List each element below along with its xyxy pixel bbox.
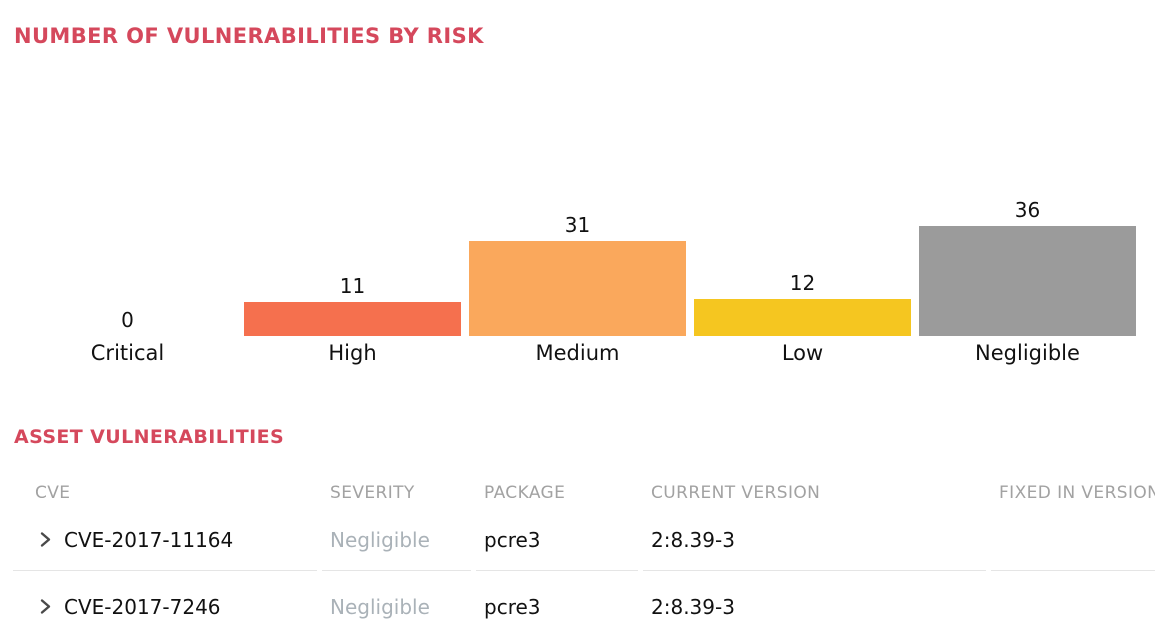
- table-section-heading: ASSET VULNERABILITIES: [14, 426, 285, 448]
- fixed-in-version-cell: [991, 509, 1155, 571]
- category-label-negligible: Negligible: [975, 341, 1080, 365]
- column-header-current-version: CURRENT VERSION: [651, 483, 821, 503]
- bar-negligible: [919, 226, 1136, 336]
- bar-column-critical: 0: [15, 196, 240, 336]
- bar-chart-category-labels: Critical High Medium Low Negligible: [15, 341, 1140, 365]
- asset-vulnerabilities-table: CVE SEVERITY PACKAGE CURRENT VERSION FIXED I…: [13, 477, 1155, 633]
- fixed-in-version-cell: [991, 576, 1155, 633]
- table-header-row: CVE SEVERITY PACKAGE CURRENT VERSION FIXED I…: [13, 477, 1155, 509]
- bar-column-low: 12: [690, 196, 915, 336]
- table-row[interactable]: CVE-2017-7246 Negligible pcre3 2:8.39-3: [13, 576, 1155, 633]
- category-label-high: High: [328, 341, 377, 365]
- cve-id-text: CVE-2017-7246: [64, 594, 221, 619]
- category-label-low: Low: [781, 341, 824, 365]
- severity-cell: Negligible: [322, 576, 471, 633]
- bar-value-label-critical: 0: [121, 308, 134, 332]
- cve-id-text: CVE-2017-11164: [64, 527, 234, 552]
- expand-row-chevron-icon[interactable]: [38, 598, 52, 615]
- column-header-fixed-in-version: FIXED IN VERSION: [999, 483, 1155, 503]
- current-version-cell: 2:8.39-3: [643, 576, 986, 633]
- category-label-critical: Critical: [90, 341, 165, 365]
- vulnerabilities-bar-chart: 0 11 31 12 36: [15, 196, 1140, 336]
- column-header-package: PACKAGE: [484, 483, 566, 503]
- expand-row-chevron-icon[interactable]: [38, 531, 52, 548]
- package-cell: pcre3: [476, 576, 638, 633]
- column-header-cve: CVE: [35, 483, 71, 503]
- column-header-severity: SEVERITY: [330, 483, 415, 503]
- bar-column-medium: 31: [465, 196, 690, 336]
- bar-medium: [469, 241, 686, 336]
- bar-column-negligible: 36: [915, 196, 1140, 336]
- cve-cell: CVE-2017-11164: [13, 509, 317, 571]
- bar-value-label-low: 12: [789, 271, 816, 295]
- bar-high: [244, 302, 461, 336]
- chart-section-heading: NUMBER OF VULNERABILITIES BY RISK: [14, 24, 484, 48]
- cve-cell: CVE-2017-7246: [13, 576, 317, 633]
- bar-column-high: 11: [240, 196, 465, 336]
- category-label-medium: Medium: [535, 341, 620, 365]
- package-cell: pcre3: [476, 509, 638, 571]
- bar-value-label-negligible: 36: [1014, 198, 1041, 222]
- bar-value-label-medium: 31: [564, 213, 591, 237]
- severity-cell: Negligible: [322, 509, 471, 571]
- bar-value-label-high: 11: [339, 274, 366, 298]
- current-version-cell: 2:8.39-3: [643, 509, 986, 571]
- table-row[interactable]: CVE-2017-11164 Negligible pcre3 2:8.39-3: [13, 509, 1155, 571]
- bar-low: [694, 299, 911, 336]
